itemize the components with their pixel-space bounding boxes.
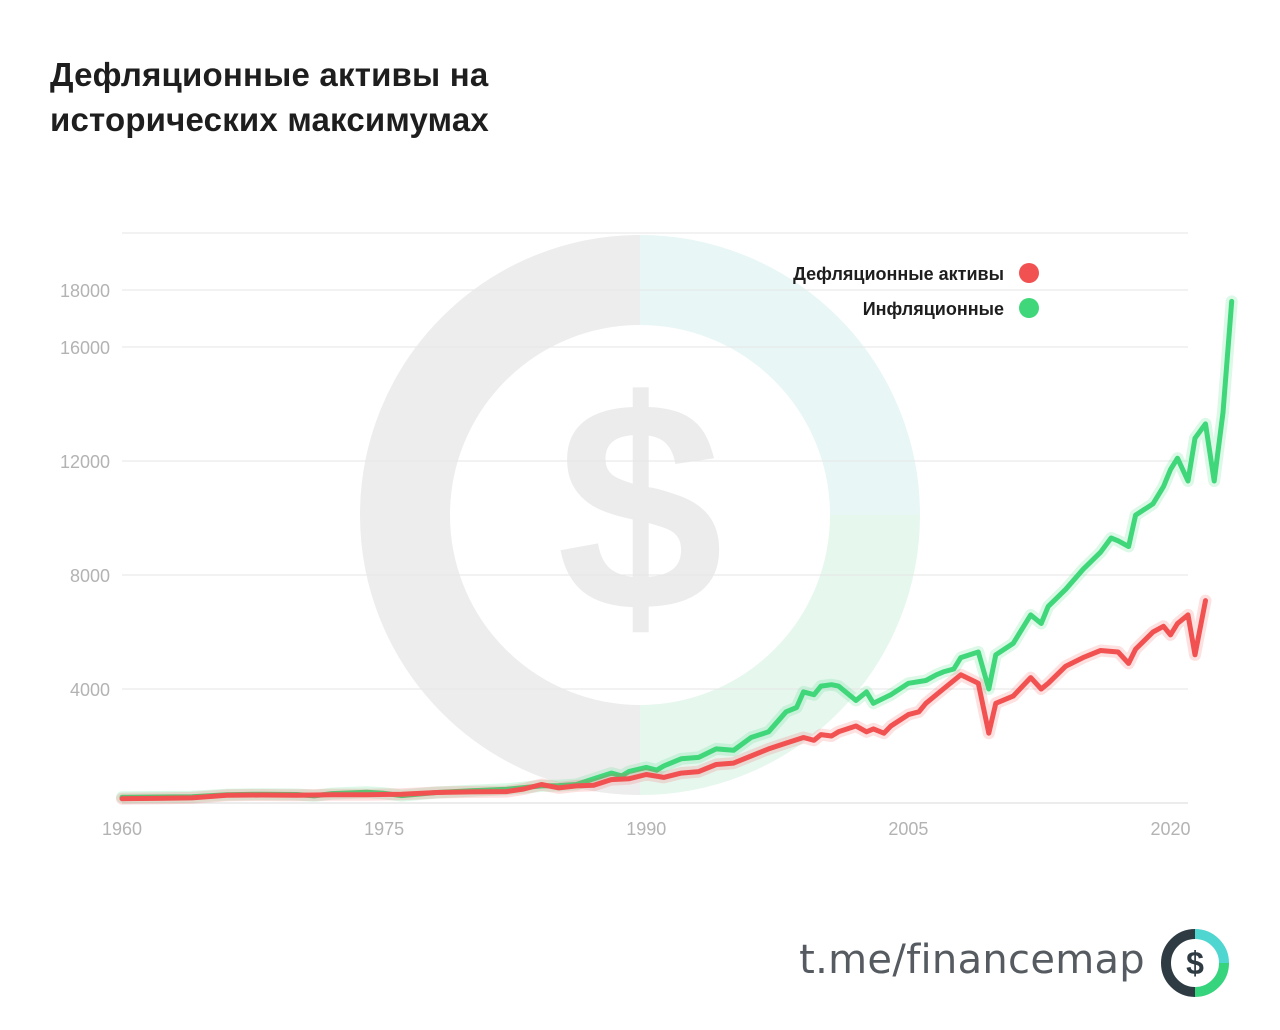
watermark-dollar-symbol: $: [557, 338, 724, 674]
logo-dollar-symbol: $: [1186, 945, 1204, 981]
y-axis-ticks: 4000 8000 12000 16000 18000: [60, 281, 110, 700]
y-tick-label: 4000: [70, 680, 110, 700]
x-tick-label: 1990: [626, 819, 666, 839]
legend-marker: [1019, 263, 1039, 283]
x-tick-label: 1960: [102, 819, 142, 839]
dollar-ring-icon: $: [360, 235, 920, 795]
chart-title: Дефляционные активы на исторических макс…: [50, 52, 489, 142]
legend-label: Дефляционные активы: [793, 264, 1004, 284]
series-line-deflation: [119, 598, 1208, 802]
chart-title-line-1: Дефляционные активы на: [50, 56, 489, 93]
x-tick-label: 2020: [1151, 819, 1191, 839]
y-tick-label: 8000: [70, 566, 110, 586]
y-tick-label: 16000: [60, 338, 110, 358]
chart-title-line-2: исторических максимумах: [50, 101, 489, 138]
series-lines: [116, 295, 1238, 805]
telegram-link[interactable]: t.me/financemap: [799, 937, 1145, 983]
watermark-ring-segment: [360, 514, 641, 795]
x-tick-label: 1975: [364, 819, 404, 839]
x-axis-ticks: 1960 1975 1990 2005 2020: [102, 819, 1191, 839]
watermark-ring-segment: [360, 235, 641, 516]
grid-lines: [122, 232, 1188, 804]
legend: Дефляционные активы Инфляционные: [793, 263, 1039, 319]
watermark-ring-segment: [639, 235, 920, 516]
watermark-ring-segment: [639, 514, 920, 795]
y-tick-label: 12000: [60, 452, 110, 472]
y-tick-label: 18000: [60, 281, 110, 301]
legend-marker: [1019, 298, 1039, 318]
legend-label: Инфляционные: [863, 299, 1004, 319]
finance-logo-icon: $: [1161, 929, 1229, 997]
x-tick-label: 2005: [888, 819, 928, 839]
